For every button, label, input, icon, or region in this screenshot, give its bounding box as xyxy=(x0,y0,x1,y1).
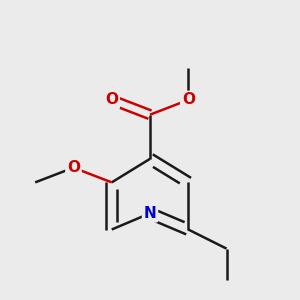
Text: N: N xyxy=(144,206,156,221)
Text: O: O xyxy=(105,92,118,107)
Text: O: O xyxy=(67,160,80,175)
Text: O: O xyxy=(182,92,195,107)
